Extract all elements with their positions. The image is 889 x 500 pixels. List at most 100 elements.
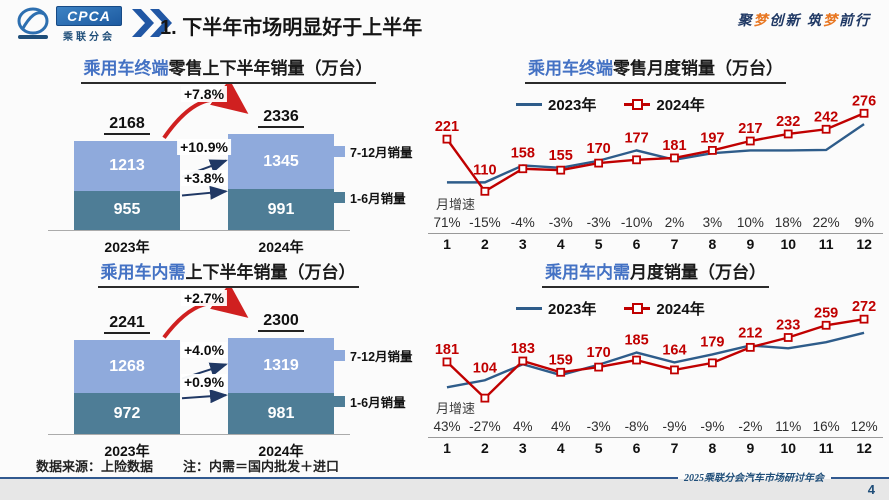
chart-title-highlight: 乘用车终端 bbox=[528, 59, 613, 78]
growth-annotation-total: +7.8% bbox=[180, 86, 228, 102]
chart-retail-half-year: 乘用车终端零售上下半年销量（万台） 955 1213 2168 2023年 991 134… bbox=[28, 58, 428, 260]
growth-value: 3% bbox=[702, 215, 723, 230]
growth-value: -9% bbox=[700, 419, 725, 434]
line-plot: 221 110 158 155 170 177 181 197 217 232 242 276 bbox=[428, 84, 883, 204]
x-axis-line bbox=[428, 437, 883, 438]
data-point-marker bbox=[442, 134, 452, 144]
legend-label: 2023年 bbox=[548, 301, 597, 318]
growth-annotation-upper: +4.0% bbox=[180, 342, 228, 359]
growth-value: -3% bbox=[586, 215, 611, 230]
data-label: 183 bbox=[511, 341, 535, 357]
data-point-marker bbox=[518, 356, 528, 366]
growth-annotation-lower: +0.9% bbox=[180, 374, 228, 391]
month-label: 12 bbox=[856, 440, 872, 456]
line-swatch-2024-icon bbox=[624, 99, 651, 110]
data-label: 177 bbox=[624, 130, 648, 146]
data-point-marker bbox=[821, 124, 831, 134]
cpca-logo-acronym: CPCA bbox=[56, 6, 122, 26]
month-label: 9 bbox=[746, 236, 755, 252]
bar-segment-h2: 1268 bbox=[74, 340, 180, 394]
bar-total-label: 2336 bbox=[218, 108, 344, 128]
data-point-marker bbox=[480, 393, 490, 403]
bar-segment-h2: 1345 bbox=[228, 134, 334, 190]
month-label: 8 bbox=[708, 440, 717, 456]
legend-swatch-icon bbox=[334, 350, 345, 361]
month-label: 1 bbox=[443, 236, 451, 252]
month-label: 8 bbox=[708, 236, 717, 252]
growth-value: 4% bbox=[513, 419, 533, 434]
legend-label: 2024年 bbox=[656, 301, 705, 318]
legend-item: 1-6月销量 bbox=[334, 188, 406, 207]
legend-swatch-icon bbox=[334, 146, 345, 157]
month-label: 6 bbox=[632, 440, 641, 456]
month-label: 10 bbox=[780, 236, 797, 252]
bar-segment-h2: 1213 bbox=[74, 140, 180, 191]
bar-segment-h2: 1319 bbox=[228, 338, 334, 394]
month-label: 7 bbox=[670, 236, 679, 252]
data-label: 181 bbox=[435, 342, 459, 358]
legend-item-2023: 2023年 bbox=[516, 298, 596, 319]
data-label: 221 bbox=[435, 119, 459, 135]
data-point-marker bbox=[745, 136, 755, 146]
month-label: 1 bbox=[443, 440, 451, 456]
growth-value: 12% bbox=[850, 419, 878, 434]
x-axis-line bbox=[48, 230, 350, 231]
growth-row: 71% -15% -4% -3% -3% -10% 2% 3% 10% 18% 22% 9% bbox=[428, 215, 883, 230]
chart-title-highlight: 乘用车终端 bbox=[83, 59, 169, 78]
motto-char: 梦 bbox=[753, 14, 770, 29]
growth-value: 71% bbox=[433, 215, 461, 230]
growth-value: 18% bbox=[774, 215, 802, 230]
bar-total-value: 2168 bbox=[104, 114, 150, 135]
month-label: 11 bbox=[818, 440, 834, 456]
growth-value: -2% bbox=[738, 419, 763, 434]
growth-annotation-total: +2.7% bbox=[180, 290, 228, 306]
data-point-marker bbox=[442, 357, 452, 367]
growth-rate-caption: 月增速 bbox=[436, 197, 476, 212]
data-label: 197 bbox=[700, 130, 724, 146]
data-label: 272 bbox=[852, 299, 876, 315]
x-axis-line bbox=[428, 233, 883, 234]
data-label: 155 bbox=[549, 148, 573, 164]
data-point-marker bbox=[783, 129, 793, 139]
growth-value: -9% bbox=[662, 419, 687, 434]
month-label: 11 bbox=[818, 236, 834, 252]
month-row: 1 2 3 4 5 6 7 8 9 10 11 12 bbox=[428, 236, 883, 252]
growth-value: -10% bbox=[620, 215, 653, 230]
growth-rate-caption: 月增速 bbox=[436, 401, 476, 416]
line-swatch-2024-icon bbox=[624, 303, 651, 314]
growth-row: 43% -27% 4% 4% -3% -8% -9% -9% -2% 11% 16% 12% bbox=[428, 419, 883, 434]
legend-label: 2023年 bbox=[548, 97, 597, 114]
chart-title: 乘用车内需月度销量（万台） bbox=[428, 262, 883, 288]
legend-item-2023: 2023年 bbox=[516, 94, 596, 115]
growth-value: 43% bbox=[433, 419, 461, 434]
chart-legend: 2023年 2024年 bbox=[516, 298, 705, 319]
bottom-strip bbox=[0, 479, 889, 500]
data-point-marker bbox=[594, 158, 604, 168]
legend-swatch-icon bbox=[334, 396, 345, 407]
bar-total-label: 2168 bbox=[64, 114, 190, 135]
growth-value: 4% bbox=[550, 419, 571, 434]
growth-value: 9% bbox=[854, 215, 874, 230]
legend-label: 1-6月销量 bbox=[350, 192, 406, 206]
chart-title-highlight: 乘用车内需 bbox=[100, 263, 186, 282]
bar-total-value: 2241 bbox=[104, 314, 150, 335]
motto-char: 创新 bbox=[769, 14, 807, 29]
legend-label: 7-12月销量 bbox=[350, 146, 413, 160]
growth-value: 10% bbox=[736, 215, 764, 230]
month-label: 10 bbox=[780, 440, 797, 456]
data-source-note: 数据来源：上险数据 注：内需＝国内批发＋进口 bbox=[36, 456, 339, 475]
bar-plot: 972 1268 2241 2023年 981 1319 2300 2024年 7-12月销量 1… bbox=[28, 288, 428, 462]
month-label: 3 bbox=[518, 440, 527, 456]
data-point-marker bbox=[594, 362, 604, 372]
chart-title-rest: 上下半年销量（万台） bbox=[185, 263, 356, 282]
data-point-marker bbox=[783, 333, 793, 342]
bar-segment-h1: 981 bbox=[228, 393, 334, 434]
line-plot-svg: 181 104 183 159 170 185 164 179 212 233 259 272 bbox=[435, 299, 876, 403]
bar-segment-h1: 972 bbox=[74, 393, 180, 434]
legend-item-2024: 2024年 bbox=[624, 94, 705, 115]
line-swatch-2023-icon bbox=[516, 103, 542, 106]
data-label: 104 bbox=[473, 360, 497, 376]
legend-label: 7-12月销量 bbox=[350, 350, 413, 364]
cpca-logo: CPCA 乘联分会 bbox=[14, 6, 174, 43]
